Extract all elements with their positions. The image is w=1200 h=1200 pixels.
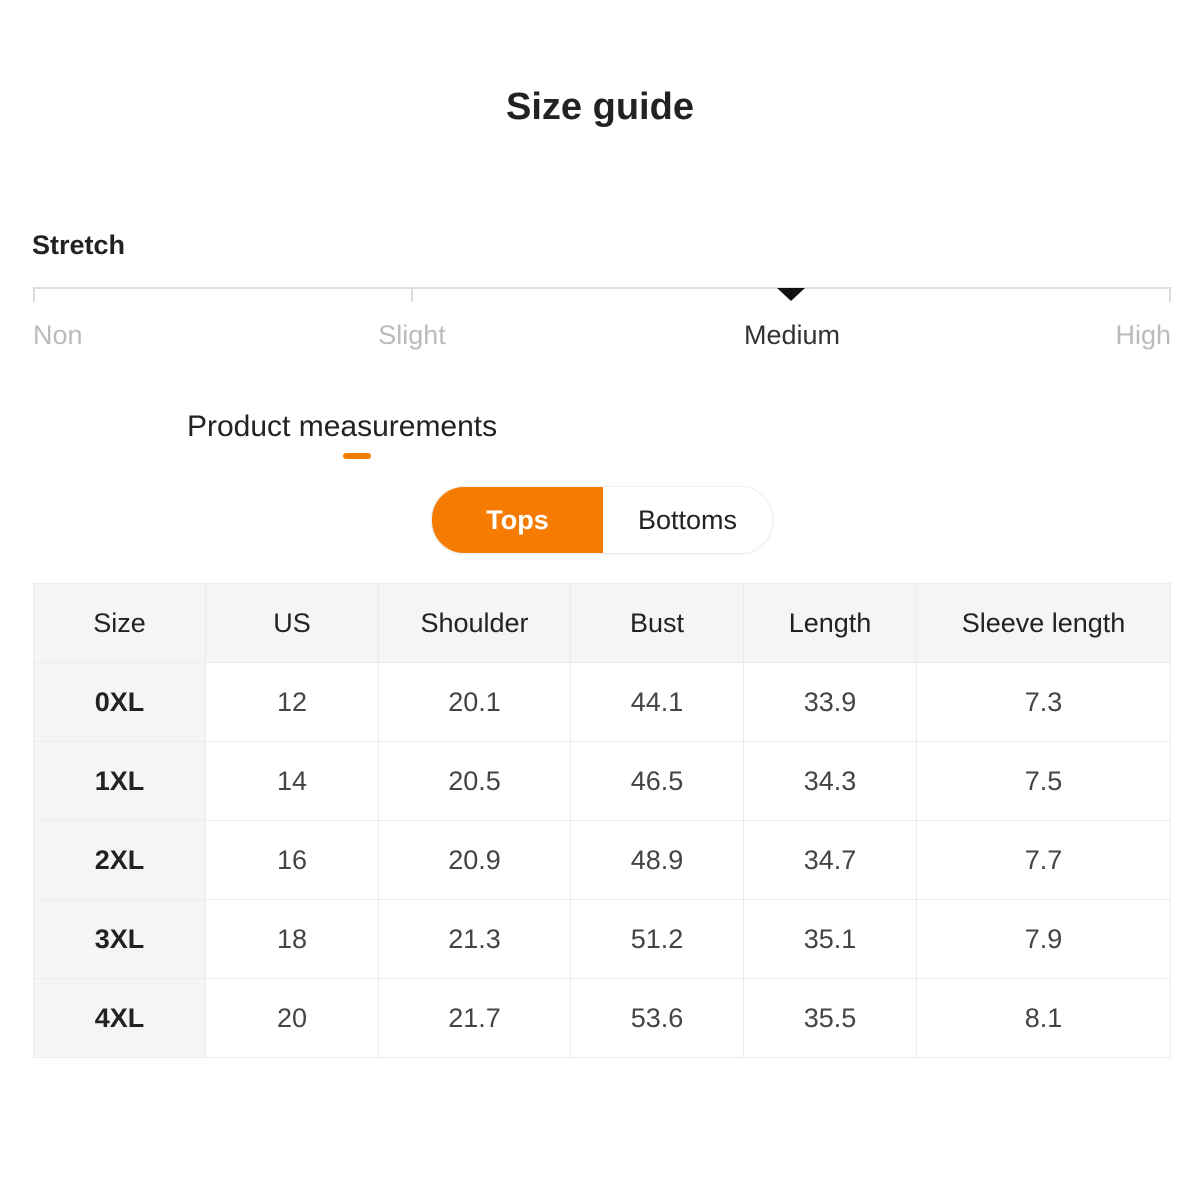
- column-header: Size: [33, 583, 206, 663]
- stretch-marker-icon: [777, 288, 805, 301]
- table-cell: 14: [205, 741, 379, 821]
- active-tab-indicator: [343, 453, 371, 459]
- column-header: Length: [743, 583, 917, 663]
- size-cell: 3XL: [33, 899, 206, 979]
- table-cell: 7.7: [916, 820, 1171, 900]
- table-cell: 51.2: [570, 899, 744, 979]
- table-cell: 7.9: [916, 899, 1171, 979]
- table-row: 0XL 12 20.1 44.1 33.9 7.3: [33, 662, 1171, 742]
- size-cell: 2XL: [33, 820, 206, 900]
- size-cell: 4XL: [33, 978, 206, 1058]
- table-row: 4XL 20 21.7 53.6 35.5 8.1: [33, 978, 1171, 1058]
- table-cell: 20.5: [378, 741, 571, 821]
- table-cell: 33.9: [743, 662, 917, 742]
- table-cell: 34.3: [743, 741, 917, 821]
- table-cell: 16: [205, 820, 379, 900]
- table-cell: 12: [205, 662, 379, 742]
- stretch-tick: [33, 287, 35, 302]
- table-cell: 34.7: [743, 820, 917, 900]
- table-cell: 20.9: [378, 820, 571, 900]
- table-row: 1XL 14 20.5 46.5 34.3 7.5: [33, 741, 1171, 821]
- table-cell: 35.1: [743, 899, 917, 979]
- table-row: 2XL 16 20.9 48.9 34.7 7.7: [33, 820, 1171, 900]
- size-cell: 0XL: [33, 662, 206, 742]
- table-cell: 44.1: [570, 662, 744, 742]
- column-header: Sleeve length: [916, 583, 1171, 663]
- table-cell: 46.5: [570, 741, 744, 821]
- stretch-tick: [411, 287, 413, 302]
- column-header: US: [205, 583, 379, 663]
- table-cell: 8.1: [916, 978, 1171, 1058]
- column-header: Shoulder: [378, 583, 571, 663]
- stretch-level-medium: Medium: [743, 320, 841, 350]
- size-cell: 1XL: [33, 741, 206, 821]
- table-cell: 20: [205, 978, 379, 1058]
- product-measurements-tab[interactable]: Product measurements: [187, 410, 498, 443]
- stretch-level-non: Non: [33, 320, 83, 350]
- table-cell: 53.6: [570, 978, 744, 1058]
- table-cell: 21.3: [378, 899, 571, 979]
- tops-tab[interactable]: Tops: [432, 487, 603, 553]
- category-toggle: Tops Bottoms: [431, 486, 773, 554]
- column-header: Bust: [570, 583, 744, 663]
- stretch-level-slight: Slight: [378, 320, 446, 350]
- table-cell: 21.7: [378, 978, 571, 1058]
- table-cell: 20.1: [378, 662, 571, 742]
- table-row: 3XL 18 21.3 51.2 35.1 7.9: [33, 899, 1171, 979]
- stretch-track: [33, 287, 1171, 289]
- table-header-row: Size US Shoulder Bust Length Sleeve length: [33, 583, 1171, 663]
- size-table: Size US Shoulder Bust Length Sleeve length 0X…: [33, 583, 1171, 1058]
- table-cell: 7.5: [916, 741, 1171, 821]
- bottoms-tab[interactable]: Bottoms: [603, 487, 772, 553]
- stretch-level-high: High: [1115, 320, 1171, 350]
- table-cell: 18: [205, 899, 379, 979]
- stretch-tick: [1169, 287, 1171, 302]
- stretch-label: Stretch: [32, 230, 126, 260]
- table-cell: 35.5: [743, 978, 917, 1058]
- page-title: Size guide: [506, 86, 694, 128]
- table-cell: 48.9: [570, 820, 744, 900]
- table-cell: 7.3: [916, 662, 1171, 742]
